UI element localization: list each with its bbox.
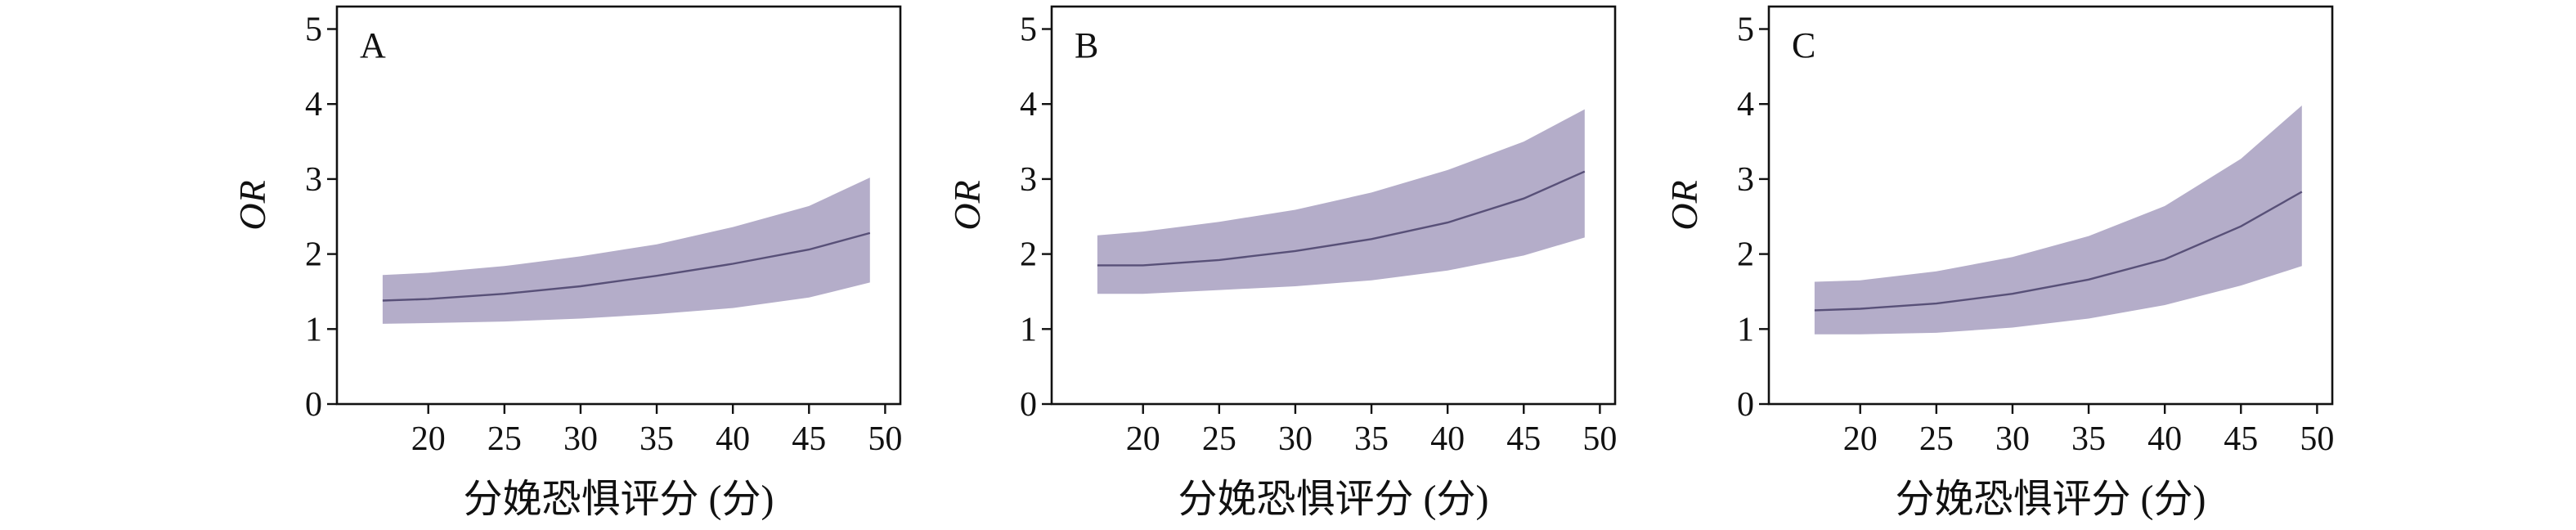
y-tick-label-a: 2 [305,236,322,274]
y-tick-label-a: 0 [305,386,322,424]
x-tick-label-c: 35 [2071,420,2106,458]
y-tick-label-b: 1 [1020,311,1037,348]
y-tick-label-a: 5 [305,11,322,49]
x-tick-label-c: 50 [2300,420,2334,458]
x-tick-label-a: 35 [640,420,674,458]
x-tick-label-b: 35 [1354,420,1389,458]
plot-frame-b [1050,5,1617,406]
y-axis-label-b: OR [946,180,988,230]
ci-band-a [382,177,870,324]
or-line-a [382,231,871,302]
ci-band-b [1097,109,1585,294]
or-line-b [1097,170,1586,267]
x-tick-label-b: 50 [1582,420,1617,458]
y-tick-label-c: 5 [1737,11,1754,49]
x-tick-label-a: 40 [716,420,750,458]
plot-frame-c [1767,5,2334,406]
y-tick-label-c: 1 [1737,311,1754,348]
y-tick-label-c: 0 [1737,386,1754,424]
ci-band-c [1814,106,2302,335]
panel-label-b: B [1075,25,1098,65]
chart-panel-a: 0 1 2 3 4 5 20 25 30 35 40 45 50 A OR 分娩恐惧评分 (分) [0,0,902,530]
y-tick-label-c: 3 [1737,161,1754,199]
x-tick-label-a: 20 [411,420,446,458]
y-tick-label-b: 3 [1020,161,1037,199]
panel-label-a: A [360,25,386,65]
x-tick-label-c: 25 [1919,420,1954,458]
y-tick-label-a: 1 [305,311,322,348]
x-tick-label-c: 30 [1995,420,2030,458]
y-tick-label-b: 4 [1020,86,1037,124]
x-axis-label-a: 分娩恐惧评分 (分) [464,478,774,521]
y-tick-label-c: 2 [1737,236,1754,274]
x-tick-label-c: 20 [1843,420,1878,458]
y-tick-label-b: 0 [1020,386,1037,424]
y-tick-label-a: 3 [305,161,322,199]
x-tick-label-b: 30 [1278,420,1313,458]
y-axis-label-c: OR [1663,180,1705,230]
x-tick-label-a: 50 [868,420,902,458]
or-line-c [1814,191,2303,312]
y-axis-label-a: OR [231,180,273,230]
plot-frame-a [335,5,902,406]
x-tick-label-c: 40 [2147,420,2182,458]
panel-label-c: C [1792,25,1815,65]
y-tick-label-b: 2 [1020,236,1037,274]
x-tick-label-c: 45 [2224,420,2258,458]
y-tick-label-c: 4 [1737,86,1754,124]
x-tick-label-b: 20 [1126,420,1160,458]
x-tick-label-a: 45 [792,420,826,458]
x-tick-label-a: 25 [487,420,522,458]
x-tick-label-b: 45 [1506,420,1541,458]
y-tick-label-b: 5 [1020,11,1037,49]
x-tick-label-b: 40 [1430,420,1465,458]
x-axis-label-b: 分娩恐惧评分 (分) [1178,478,1489,521]
x-tick-label-a: 30 [563,420,598,458]
x-axis-label-c: 分娩恐惧评分 (分) [1896,478,2206,521]
x-tick-label-b: 25 [1202,420,1236,458]
chart-panel-c: 0 1 2 3 4 5 20 25 30 35 40 45 50 C OR 分娩恐惧评分 (分) [1663,0,2576,530]
chart-panel-b: 0 1 2 3 4 5 20 25 30 35 40 45 50 B OR 分娩恐惧评分 (分) [859,0,1717,530]
y-tick-label-a: 4 [305,86,322,124]
